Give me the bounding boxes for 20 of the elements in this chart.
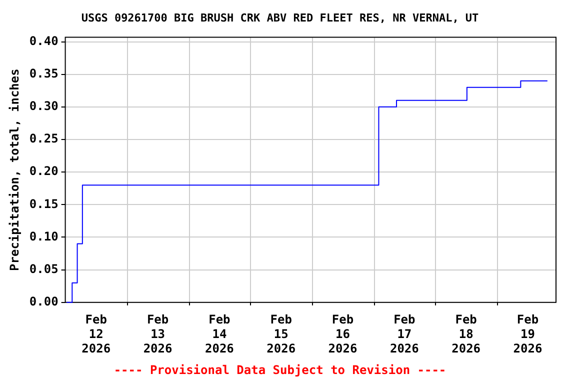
y-tick-label: 0.05 [29, 262, 58, 276]
chart-title: USGS 09261700 BIG BRUSH CRK ABV RED FLEET RES, NR VERNAL, UT [81, 11, 480, 24]
y-axis-title: Precipitation, total, inches [7, 68, 22, 271]
y-tick-label: 0.25 [29, 132, 58, 146]
x-tick-label: Feb 16 2026 [328, 312, 358, 356]
x-tick-label: Feb 19 2026 [513, 312, 542, 356]
x-tick-label: Feb 12 2026 [82, 312, 111, 356]
y-tick-label: 0.15 [29, 196, 58, 211]
y-tick-label: 0.35 [29, 66, 58, 80]
x-tick-label: Feb 18 2026 [452, 312, 481, 356]
y-tick-label: 0.10 [29, 229, 58, 244]
x-tick-label: Feb 15 2026 [266, 312, 296, 356]
x-tick-label: Feb 14 2026 [204, 312, 234, 356]
y-tick-label: 0.20 [29, 164, 58, 178]
x-tick-label: Feb 17 2026 [390, 312, 419, 356]
y-tick-label: 0.30 [29, 99, 58, 114]
y-tick-label: 0.00 [29, 294, 58, 309]
x-tick-label: Feb 13 2026 [143, 312, 172, 356]
text: ---- Provisional Data Subject to Revision ---- [114, 362, 446, 377]
y-tick-label: 0.40 [29, 34, 58, 48]
